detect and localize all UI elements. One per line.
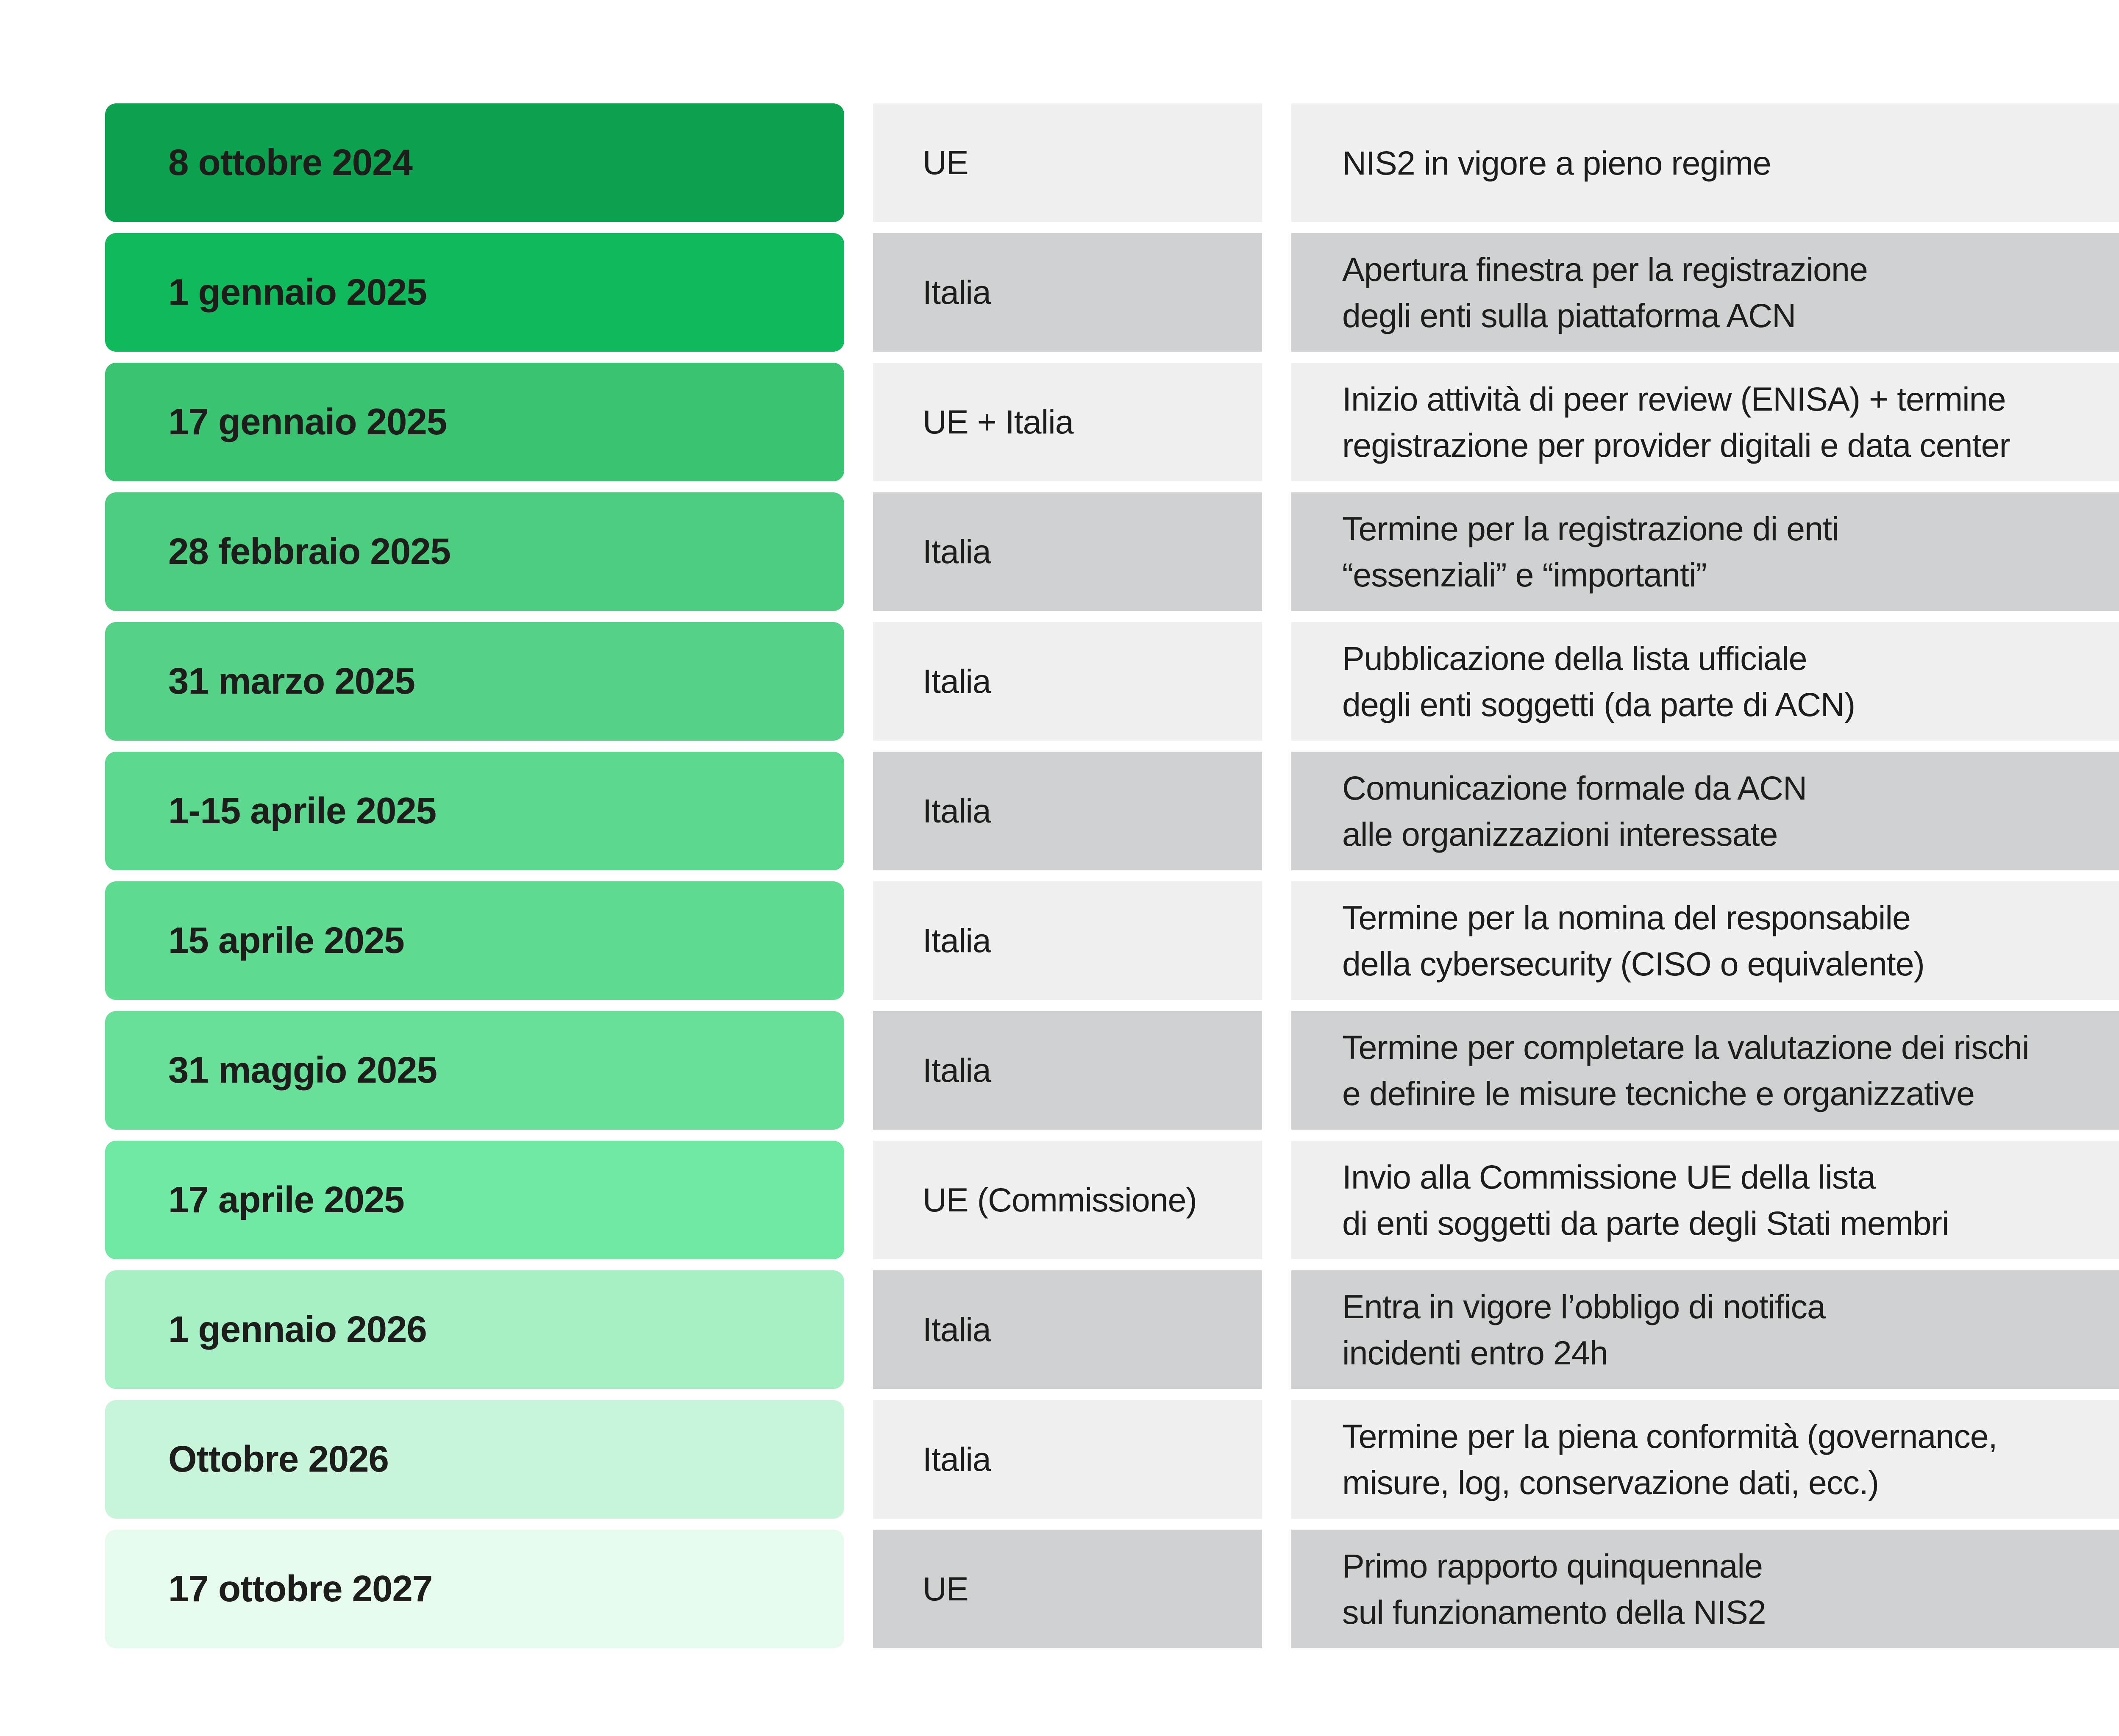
scope-cell: Italia: [873, 622, 1262, 741]
timeline-row: 31 marzo 2025 Italia Pubblicazione della l…: [105, 622, 2119, 741]
date-pill: 31 marzo 2025: [105, 622, 844, 741]
description-line: Entra in vigore l’obbligo di notifica: [1342, 1288, 1826, 1325]
scope-cell: UE + Italia: [873, 363, 1262, 481]
date-label: 1 gennaio 2025: [168, 272, 427, 313]
scope-cell: UE: [873, 103, 1262, 222]
timeline-row: 1-15 aprile 2025 Italia Comunicazione form…: [105, 752, 2119, 870]
timeline-row: 17 gennaio 2025 UE + Italia Inizio attivit…: [105, 363, 2119, 481]
scope-label: UE: [923, 144, 969, 181]
timeline-row: Ottobre 2026 Italia Termine per la piena c…: [105, 1400, 2119, 1519]
description-line: Inizio attività di peer review (ENISA) +…: [1342, 380, 2006, 418]
scope-cell: Italia: [873, 233, 1262, 352]
description-line: NIS2 in vigore a pieno regime: [1342, 144, 1771, 182]
description-cell: Apertura finestra per la registrazione de…: [1291, 233, 2119, 352]
date-label: 31 marzo 2025: [168, 661, 415, 702]
date-pill: 31 maggio 2025: [105, 1011, 844, 1130]
date-label: 17 aprile 2025: [168, 1179, 405, 1220]
timeline-row: 28 febbraio 2025 Italia Termine per la reg…: [105, 492, 2119, 611]
scope-label: Italia: [923, 1051, 991, 1089]
date-label: 15 aprile 2025: [168, 920, 405, 961]
description-line: Invio alla Commissione UE della lista: [1342, 1158, 1876, 1196]
description-cell: Primo rapporto quinquennale sul funzionam…: [1291, 1530, 2119, 1648]
scope-label: UE: [923, 1570, 969, 1608]
timeline-row: 17 aprile 2025 UE (Commissione) Invio alla…: [105, 1141, 2119, 1259]
description-cell: Entra in vigore l’obbligo di notifica inc…: [1291, 1270, 2119, 1389]
date-label: 8 ottobre 2024: [168, 142, 413, 183]
date-label: 1 gennaio 2026: [168, 1309, 427, 1350]
scope-cell: Italia: [873, 1400, 1262, 1519]
description-line: registrazione per provider digitali e da…: [1342, 426, 2011, 464]
timeline-row: 31 maggio 2025 Italia Termine per completa…: [105, 1011, 2119, 1130]
timeline-row: 1 gennaio 2025 Italia Apertura finestra pe…: [105, 233, 2119, 352]
scope-cell: Italia: [873, 752, 1262, 870]
description-cell: Termine per completare la valutazione de…: [1291, 1011, 2119, 1130]
scope-cell: Italia: [873, 492, 1262, 611]
nis2-timeline: 8 ottobre 2024 UE NIS2 in vigore a pieno r…: [105, 103, 2119, 1659]
date-pill: 28 febbraio 2025: [105, 492, 844, 611]
timeline-row: 15 aprile 2025 Italia Termine per la nomin…: [105, 881, 2119, 1000]
date-pill: 17 ottobre 2027: [105, 1530, 844, 1648]
timeline-row: 8 ottobre 2024 UE NIS2 in vigore a pieno r…: [105, 103, 2119, 222]
date-label: Ottobre 2026: [168, 1439, 389, 1480]
scope-cell: Italia: [873, 1011, 1262, 1130]
date-label: 1-15 aprile 2025: [168, 790, 437, 831]
description-line: Termine per la piena conformità (governa…: [1342, 1417, 1998, 1455]
timeline-row: 17 ottobre 2027 UE Primo rapporto quinquen…: [105, 1530, 2119, 1648]
timeline-row: 1 gennaio 2026 Italia Entra in vigore l’ob…: [105, 1270, 2119, 1389]
description-line: Apertura finestra per la registrazione: [1342, 250, 1868, 288]
description-cell: Comunicazione formale da ACN alle organiz…: [1291, 752, 2119, 870]
date-label: 31 maggio 2025: [168, 1050, 437, 1091]
description-line: sul funzionamento della NIS2: [1342, 1593, 1766, 1631]
description-line: Primo rapporto quinquennale: [1342, 1547, 1763, 1585]
date-pill: 15 aprile 2025: [105, 881, 844, 1000]
description-line: e definire le misure tecniche e organizz…: [1342, 1075, 1975, 1112]
date-pill: 1-15 aprile 2025: [105, 752, 844, 870]
description-line: “essenziali” e “importanti”: [1342, 556, 1707, 594]
description-line: Termine per completare la valutazione de…: [1342, 1028, 2030, 1066]
date-pill: Ottobre 2026: [105, 1400, 844, 1519]
date-label: 17 ottobre 2027: [168, 1568, 433, 1609]
description-cell: NIS2 in vigore a pieno regime: [1291, 103, 2119, 222]
scope-label: Italia: [923, 533, 991, 570]
description-line: Termine per la registrazione di enti: [1342, 510, 1839, 547]
description-line: misure, log, conservazione dati, ecc.): [1342, 1464, 1879, 1501]
description-cell: Inizio attività di peer review (ENISA) +…: [1291, 363, 2119, 481]
scope-label: Italia: [923, 662, 991, 700]
scope-label: UE + Italia: [923, 403, 1074, 441]
scope-label: Italia: [923, 922, 991, 959]
scope-label: UE (Commissione): [923, 1181, 1197, 1219]
date-label: 28 febbraio 2025: [168, 531, 451, 572]
scope-cell: UE (Commissione): [873, 1141, 1262, 1259]
description-line: della cybersecurity (CISO o equivalente): [1342, 945, 1925, 983]
scope-cell: Italia: [873, 881, 1262, 1000]
description-cell: Termine per la nomina del responsabile de…: [1291, 881, 2119, 1000]
scope-label: Italia: [923, 1311, 991, 1348]
scope-cell: Italia: [873, 1270, 1262, 1389]
description-line: incidenti entro 24h: [1342, 1334, 1608, 1372]
date-pill: 17 aprile 2025: [105, 1141, 844, 1259]
description-cell: Pubblicazione della lista ufficiale degli…: [1291, 622, 2119, 741]
date-label: 17 gennaio 2025: [168, 401, 447, 442]
scope-label: Italia: [923, 792, 991, 830]
description-line: Pubblicazione della lista ufficiale: [1342, 639, 1808, 677]
description-line: alle organizzazioni interessate: [1342, 815, 1778, 853]
date-pill: 1 gennaio 2026: [105, 1270, 844, 1389]
description-line: degli enti soggetti (da parte di ACN): [1342, 686, 1855, 723]
scope-label: Italia: [923, 1440, 991, 1478]
description-line: degli enti sulla piattaforma ACN: [1342, 297, 1796, 334]
description-line: Termine per la nomina del responsabile: [1342, 899, 1911, 936]
description-line: di enti soggetti da parte degli Stati me…: [1342, 1204, 1949, 1242]
scope-label: Italia: [923, 273, 991, 311]
description-cell: Invio alla Commissione UE della lista di …: [1291, 1141, 2119, 1259]
description-cell: Termine per la piena conformità (governa…: [1291, 1400, 2119, 1519]
scope-cell: UE: [873, 1530, 1262, 1648]
date-pill: 1 gennaio 2025: [105, 233, 844, 352]
date-pill: 17 gennaio 2025: [105, 363, 844, 481]
description-line: Comunicazione formale da ACN: [1342, 769, 1807, 807]
date-pill: 8 ottobre 2024: [105, 103, 844, 222]
description-cell: Termine per la registrazione di enti “ess…: [1291, 492, 2119, 611]
